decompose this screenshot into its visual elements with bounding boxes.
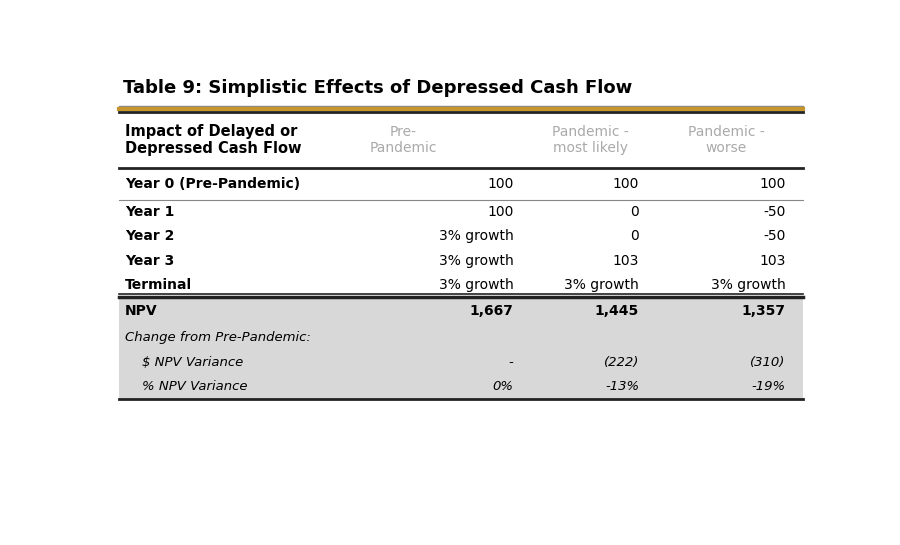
Bar <box>120 249 803 272</box>
Text: 3% growth: 3% growth <box>711 278 786 292</box>
Text: Pre-
Pandemic: Pre- Pandemic <box>369 125 436 155</box>
Text: 100: 100 <box>760 177 786 191</box>
Text: 3% growth: 3% growth <box>439 229 514 243</box>
Text: -: - <box>508 355 514 368</box>
Text: 103: 103 <box>613 253 639 268</box>
Text: Year 0 (Pre-Pandemic): Year 0 (Pre-Pandemic) <box>125 177 301 191</box>
Text: Terminal: Terminal <box>125 278 193 292</box>
Text: 1,667: 1,667 <box>470 304 514 318</box>
Text: Change from Pre-Pandemic:: Change from Pre-Pandemic: <box>125 331 310 344</box>
Text: -13%: -13% <box>605 380 639 393</box>
Text: $ NPV Variance: $ NPV Variance <box>142 355 244 368</box>
Text: 3% growth: 3% growth <box>439 253 514 268</box>
Bar <box>120 112 803 168</box>
Bar <box>120 350 803 374</box>
Text: % NPV Variance: % NPV Variance <box>142 380 248 393</box>
Text: Pandemic -
most likely: Pandemic - most likely <box>552 125 629 155</box>
Text: Impact of Delayed or
Depressed Cash Flow: Impact of Delayed or Depressed Cash Flow <box>125 124 302 156</box>
Text: 0%: 0% <box>492 380 514 393</box>
Bar <box>120 374 803 398</box>
Bar <box>120 199 803 224</box>
Text: 100: 100 <box>487 177 514 191</box>
Text: 1,445: 1,445 <box>595 304 639 318</box>
Text: 3% growth: 3% growth <box>439 278 514 292</box>
Text: 100: 100 <box>487 205 514 219</box>
Text: Year 1: Year 1 <box>125 205 175 219</box>
Text: NPV: NPV <box>125 304 158 318</box>
Text: Year 3: Year 3 <box>125 253 175 268</box>
Text: -19%: -19% <box>752 380 786 393</box>
Bar <box>120 224 803 249</box>
Bar <box>120 168 803 199</box>
Text: -50: -50 <box>763 229 786 243</box>
Text: (222): (222) <box>604 355 639 368</box>
Text: 100: 100 <box>613 177 639 191</box>
Text: 103: 103 <box>760 253 786 268</box>
Text: 1,357: 1,357 <box>742 304 786 318</box>
Text: Year 2: Year 2 <box>125 229 175 243</box>
Text: 3% growth: 3% growth <box>564 278 639 292</box>
Text: (310): (310) <box>751 355 786 368</box>
Text: 0: 0 <box>630 205 639 219</box>
Text: -50: -50 <box>763 205 786 219</box>
Bar <box>120 325 803 350</box>
Bar <box>120 297 803 325</box>
Text: Table 9: Simplistic Effects of Depressed Cash Flow: Table 9: Simplistic Effects of Depressed… <box>123 80 632 98</box>
Text: Pandemic -
worse: Pandemic - worse <box>688 125 765 155</box>
Bar <box>120 272 803 297</box>
Text: 0: 0 <box>630 229 639 243</box>
